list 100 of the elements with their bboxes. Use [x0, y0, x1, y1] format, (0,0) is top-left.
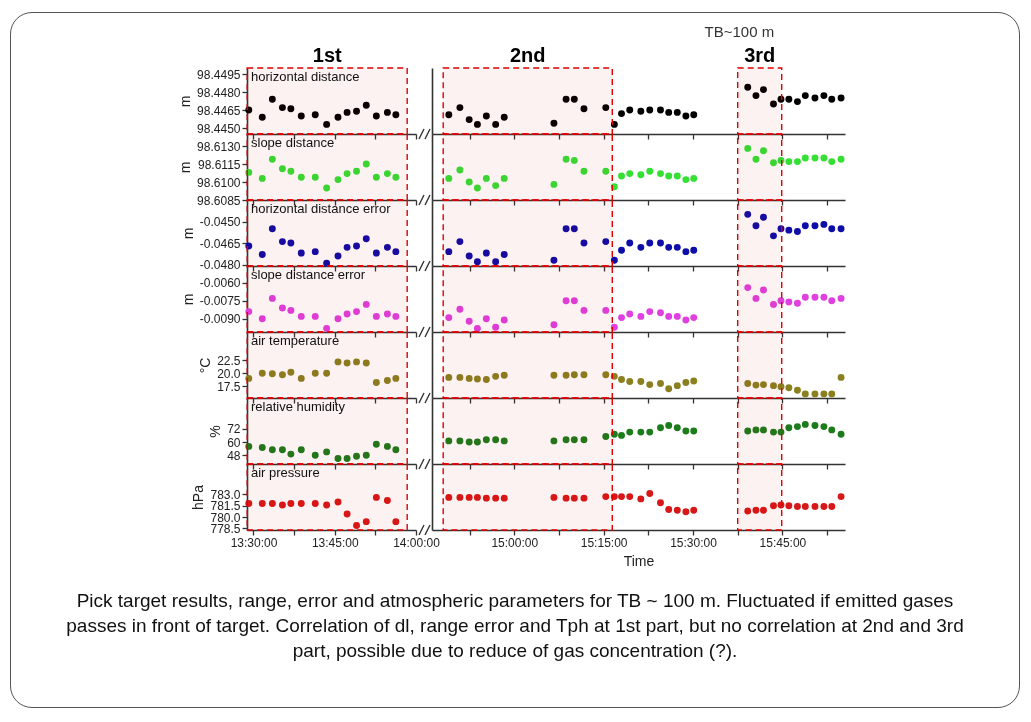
point — [268, 294, 276, 302]
point — [801, 390, 809, 398]
point — [372, 249, 380, 257]
point — [793, 423, 801, 431]
point — [785, 158, 793, 166]
point — [570, 436, 578, 444]
band-label: 2nd — [509, 44, 546, 66]
point — [323, 120, 331, 128]
point — [637, 378, 645, 385]
point — [268, 225, 276, 233]
point — [657, 424, 664, 432]
point — [657, 380, 664, 388]
point — [287, 239, 295, 247]
point — [456, 104, 464, 112]
point — [610, 323, 618, 331]
point — [682, 248, 690, 256]
point — [353, 452, 360, 460]
point — [610, 493, 618, 501]
point — [473, 493, 481, 501]
point — [482, 174, 490, 182]
point — [311, 312, 319, 320]
point — [811, 222, 819, 230]
point — [793, 503, 801, 510]
point — [665, 108, 673, 116]
point — [392, 312, 400, 320]
point — [383, 170, 391, 178]
point — [278, 304, 286, 312]
point — [278, 371, 286, 379]
point — [637, 428, 645, 436]
point — [278, 446, 286, 454]
point — [311, 499, 319, 507]
point — [837, 294, 845, 302]
point — [618, 246, 625, 254]
point — [287, 306, 295, 314]
point — [602, 371, 610, 379]
point — [673, 506, 681, 514]
point — [744, 284, 752, 292]
point — [500, 494, 508, 502]
point — [637, 107, 645, 115]
point — [362, 518, 370, 526]
y-tick-label: 60 — [227, 435, 241, 450]
point — [278, 238, 286, 246]
point — [465, 438, 473, 446]
point — [760, 213, 767, 221]
point — [665, 385, 673, 393]
point — [673, 243, 681, 251]
point — [602, 433, 610, 440]
point — [665, 312, 673, 320]
y-tick-label: 98.4495 — [197, 67, 241, 82]
point — [372, 312, 380, 320]
point — [445, 111, 453, 119]
x-tick-label: 15:15:00 — [580, 535, 628, 550]
point — [837, 493, 845, 501]
point — [760, 86, 767, 94]
chart-title: slope distance error — [251, 267, 366, 282]
point — [690, 314, 698, 322]
point — [465, 252, 473, 260]
point — [297, 173, 305, 181]
point — [646, 167, 654, 175]
point — [801, 293, 809, 301]
point — [793, 386, 801, 394]
y-tick-label: -0.0090 — [199, 312, 241, 327]
point — [297, 249, 305, 257]
point — [744, 507, 752, 515]
point — [637, 171, 645, 179]
point — [811, 503, 819, 510]
point — [570, 225, 578, 233]
x-tick-label: 15:00:00 — [491, 535, 539, 550]
point — [682, 316, 690, 324]
y-axis-title: m — [179, 227, 196, 240]
point — [785, 298, 793, 306]
point — [752, 222, 760, 230]
point — [602, 493, 610, 501]
point — [343, 455, 351, 462]
point — [258, 499, 266, 507]
point — [785, 95, 793, 103]
point — [562, 95, 570, 103]
point — [626, 170, 634, 178]
y-axis-title: m — [177, 161, 194, 174]
point — [760, 426, 767, 434]
point — [353, 242, 360, 250]
point — [646, 308, 654, 316]
point — [372, 440, 380, 448]
point — [793, 228, 801, 236]
point — [372, 173, 380, 181]
point — [334, 455, 342, 462]
point — [334, 358, 342, 366]
point — [334, 176, 342, 184]
point — [492, 494, 500, 502]
point — [245, 106, 253, 114]
point — [287, 368, 295, 376]
point — [770, 300, 777, 308]
point — [362, 359, 370, 367]
point — [268, 95, 276, 103]
point — [626, 239, 634, 247]
point — [343, 243, 351, 251]
point — [752, 294, 760, 302]
point — [682, 508, 690, 516]
point — [646, 428, 654, 436]
point — [837, 155, 845, 163]
